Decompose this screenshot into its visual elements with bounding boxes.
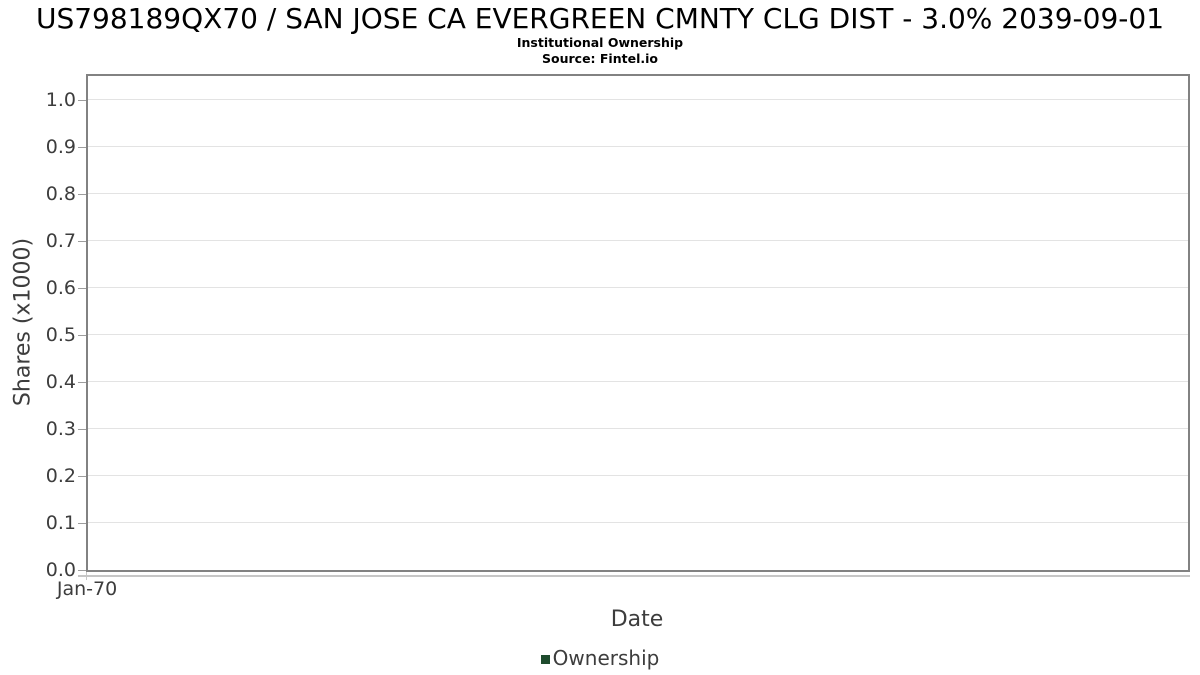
y-gridline	[88, 522, 1188, 523]
y-gridline	[88, 475, 1188, 476]
chart-subtitle: Institutional Ownership	[516, 35, 684, 50]
y-tick-mark	[78, 476, 86, 477]
x-tick-mark	[86, 572, 87, 580]
y-gridline	[88, 381, 1188, 382]
x-tick-label: Jan-70	[56, 578, 118, 600]
y-tick-label: 1.0	[45, 89, 76, 111]
y-tick-label: 0.4	[45, 371, 76, 393]
y-tick-mark	[78, 194, 86, 195]
y-tick-mark	[78, 382, 86, 383]
y-axis-label: Shares (x1000)	[10, 237, 36, 407]
plot-area	[86, 74, 1190, 572]
y-tick-label: 0.2	[45, 465, 76, 487]
y-gridline	[88, 99, 1188, 100]
y-tick-label: 0.6	[45, 277, 76, 299]
y-tick-mark	[78, 147, 86, 148]
y-tick-mark	[78, 570, 86, 571]
y-gridline	[88, 240, 1188, 241]
legend: Ownership	[0, 646, 1200, 670]
y-tick-mark	[78, 100, 86, 101]
y-tick-label: 0.9	[45, 136, 76, 158]
x-axis-line	[78, 575, 1190, 577]
y-tick-mark	[78, 429, 86, 430]
y-gridline	[88, 146, 1188, 147]
y-tick-label: 0.1	[45, 512, 76, 534]
y-tick-mark	[78, 335, 86, 336]
y-gridline	[88, 334, 1188, 335]
y-gridline	[88, 193, 1188, 194]
y-tick-label: 0.0	[45, 559, 76, 581]
y-tick-label: 0.3	[45, 418, 76, 440]
y-tick-mark	[78, 523, 86, 524]
y-tick-label: 0.5	[45, 324, 76, 346]
legend-item-ownership[interactable]: Ownership	[540, 646, 660, 670]
legend-label: Ownership	[552, 646, 660, 670]
legend-swatch-icon	[540, 654, 550, 664]
y-gridline	[88, 428, 1188, 429]
chart-source: Source: Fintel.io	[542, 51, 658, 66]
y-tick-label: 0.7	[45, 230, 76, 252]
y-tick-mark	[78, 241, 86, 242]
y-tick-mark	[78, 288, 86, 289]
y-gridline	[88, 287, 1188, 288]
chart-title: US798189QX70 / SAN JOSE CA EVERGREEN CMN…	[35, 2, 1165, 35]
x-axis-label: Date	[610, 607, 664, 632]
y-tick-label: 0.8	[45, 183, 76, 205]
